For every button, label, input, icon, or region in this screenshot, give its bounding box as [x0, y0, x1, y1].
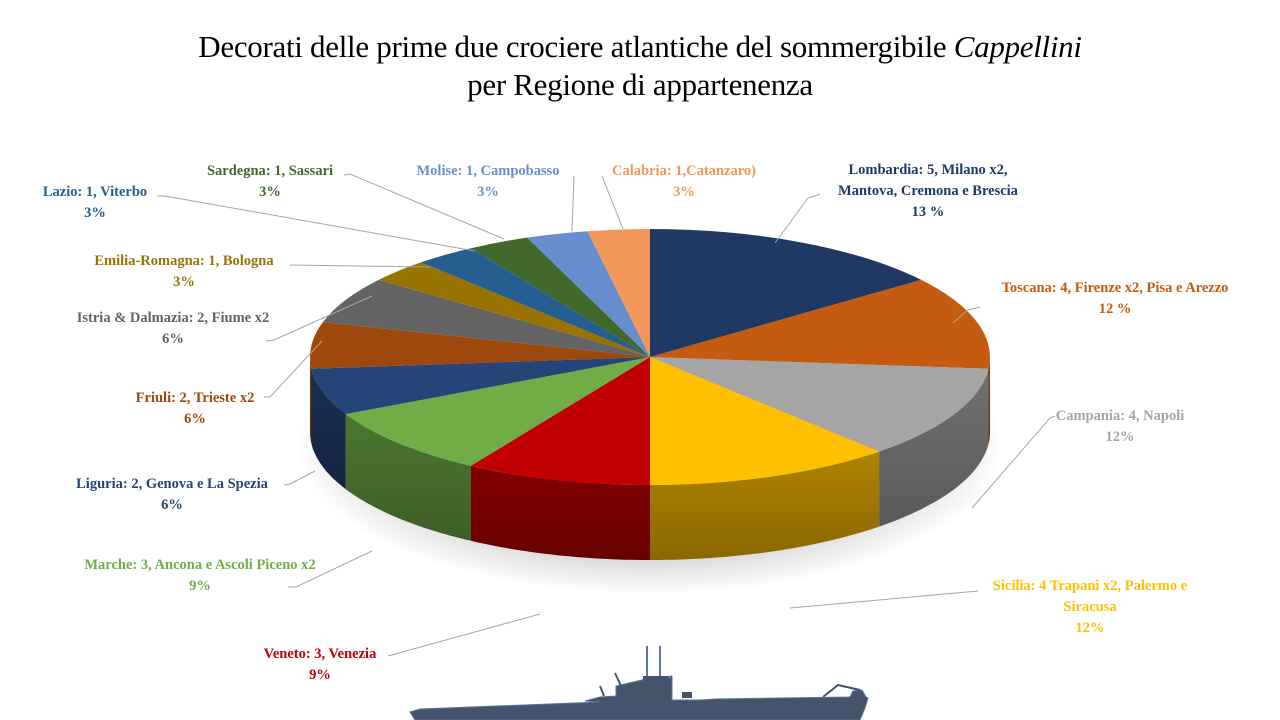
leader-line [601, 175, 624, 230]
pie-slice-veneto[interactable] [471, 357, 650, 485]
data-label-percentage: 3% [173, 274, 195, 290]
data-label-text: Sardegna: 1, Sassari [206, 163, 334, 179]
data-label-text: Lazio: 1, Viterbo [42, 184, 148, 200]
data-label-percentage: 12% [1105, 429, 1135, 445]
data-label-percentage: 3% [673, 184, 695, 200]
data-label-text: Friuli: 2, Trieste x2 [135, 390, 255, 406]
chart-title-line2: per Regione di appartenenza [467, 67, 813, 102]
leader-line [289, 264, 431, 268]
data-label-percentage: 3% [259, 184, 281, 200]
data-label-percentage: 13 % [911, 204, 945, 220]
pie-slice-liguria[interactable] [311, 357, 651, 415]
data-label-text: Veneto: 3, Venezia [263, 646, 377, 662]
pie-slice-emilia-romagna[interactable] [378, 262, 650, 357]
data-label-marche: Marche: 3, Ancona e Ascoli Piceno x2 9% [84, 555, 315, 597]
leader-line [288, 550, 373, 588]
data-label-percentage: 6% [162, 331, 184, 347]
data-label-text: Lombardia: 5, Milano x2, [848, 162, 1008, 178]
chart-title: Decorati delle prime due crociere atlant… [0, 28, 1280, 104]
pie-side-shade [879, 368, 989, 527]
data-label-text: Sicilia: 4 Trapani x2, Palermo e [992, 578, 1188, 594]
pie-slice-lombardia[interactable] [650, 229, 922, 357]
data-label-text: Siracusa [1063, 599, 1117, 615]
data-label-percentage: 12% [1075, 620, 1105, 636]
leader-line [971, 415, 1056, 509]
pie-side-shade [471, 465, 650, 560]
leader-lines [157, 173, 1056, 657]
pie-slice-molise[interactable] [527, 231, 650, 357]
data-label-text: Campania: 4, Napoli [1055, 408, 1185, 424]
pie-slice-sicilia[interactable] [650, 357, 880, 485]
pie-side-shade [311, 368, 346, 490]
data-label-percentage: 3% [477, 184, 499, 200]
data-label-text: Toscana: 4, Firenze x2, Pisa e Arezzo [1001, 280, 1229, 296]
data-label-percentage: 12 % [1098, 301, 1132, 317]
data-label-text: Emilia-Romagna: 1, Bologna [94, 253, 274, 269]
data-label-percentage: 3% [84, 205, 106, 221]
data-label-text: Molise: 1, Campobasso [416, 163, 560, 179]
data-label-percentage: 6% [161, 497, 183, 513]
leader-line [387, 613, 541, 657]
chart-title-submarine-name: Cappellini [953, 29, 1082, 64]
leader-line [265, 295, 373, 342]
leader-line [952, 306, 981, 324]
data-label-veneto: Veneto: 3, Venezia 9% [264, 644, 377, 686]
submarine-icon [409, 646, 869, 720]
pie-slice-lazio[interactable] [420, 248, 650, 357]
leader-line [774, 193, 821, 244]
data-label-percentage: 9% [309, 667, 331, 683]
data-label-lazio: Lazio: 1, Viterbo 3% [43, 182, 147, 224]
leader-line [157, 195, 476, 252]
pie-slice-istria-dalmazia[interactable] [323, 279, 650, 357]
leader-line [789, 590, 979, 609]
leader-line [343, 173, 505, 240]
data-label-lombardia: Lombardia: 5, Milano x2, Mantova, Cremona… [838, 160, 1018, 223]
leader-line [283, 470, 316, 486]
data-label-text: Liguria: 2, Genova e La Spezia [76, 476, 268, 492]
leader-line [264, 340, 323, 398]
pie-slice-sardegna[interactable] [471, 237, 650, 357]
data-label-percentage: 9% [189, 578, 211, 594]
chart-title-line1: Decorati delle prime due crociere atlant… [198, 29, 1082, 64]
pie-slice-friuli[interactable] [310, 322, 650, 369]
data-label-text: Istria & Dalmazia: 2, Fiume x2 [76, 310, 270, 326]
pie-slices [310, 229, 990, 485]
pie-slice-campania[interactable] [650, 357, 989, 452]
data-label-sardegna: Sardegna: 1, Sassari 3% [207, 161, 333, 203]
pie-side-shade [988, 357, 990, 444]
data-label-text: Marche: 3, Ancona e Ascoli Piceno x2 [84, 557, 316, 573]
data-label-friuli: Friuli: 2, Trieste x2 6% [136, 388, 255, 430]
pie-side-shade [310, 357, 312, 444]
pie-slice-toscana[interactable] [650, 279, 990, 369]
pie-slice-calabria[interactable] [587, 229, 651, 357]
data-label-sicilia: Sicilia: 4 Trapani x2, Palermo e Siracusa… [993, 576, 1187, 639]
pie-side-shade [650, 451, 880, 560]
pie-side-shade [345, 414, 471, 541]
pie-sides [310, 357, 990, 560]
data-label-istria-dalmazia: Istria & Dalmazia: 2, Fiume x2 6% [77, 308, 270, 350]
data-label-percentage: 6% [184, 411, 206, 427]
data-label-liguria: Liguria: 2, Genova e La Spezia 6% [76, 474, 268, 516]
leader-line [571, 175, 575, 232]
data-label-text: Mantova, Cremona e Brescia [838, 183, 1018, 199]
data-label-toscana: Toscana: 4, Firenze x2, Pisa e Arezzo 12 … [1002, 278, 1229, 320]
data-label-campania: Campania: 4, Napoli 12% [1056, 406, 1185, 448]
pie-slice-marche[interactable] [345, 357, 650, 466]
data-label-calabria: Calabria: 1,Catanzaro) 3% [612, 161, 756, 203]
data-label-molise: Molise: 1, Campobasso 3% [417, 161, 560, 203]
data-label-text: Calabria: 1,Catanzaro) [612, 163, 756, 179]
data-label-emilia-romagna: Emilia-Romagna: 1, Bologna 3% [94, 251, 273, 293]
